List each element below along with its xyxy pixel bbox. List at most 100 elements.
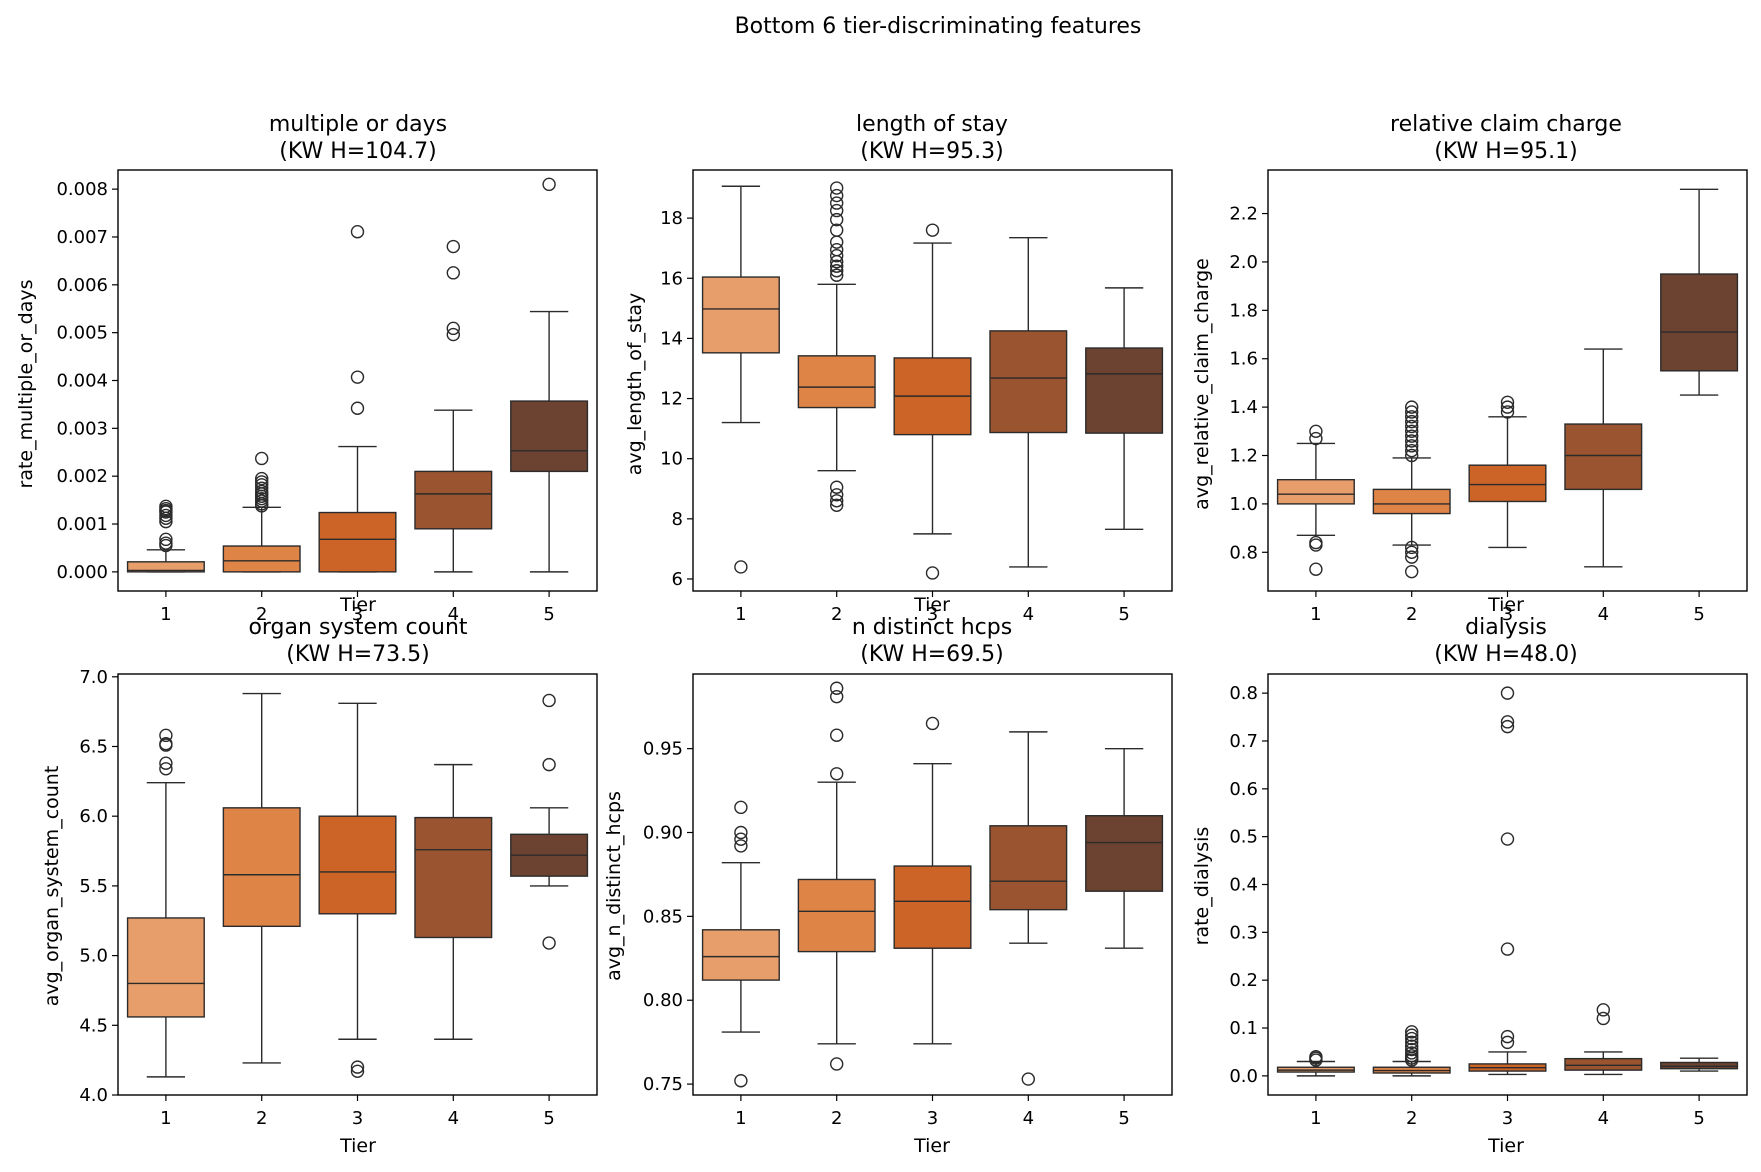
y-axis-label: avg_length_of_stay <box>624 293 646 476</box>
axes-frame <box>117 673 598 1096</box>
box-tier-1 <box>701 800 780 1088</box>
outlier-point <box>1500 405 1515 419</box>
outlier-point <box>830 498 844 512</box>
outlier-point <box>350 401 365 415</box>
x-tick-label: 3 <box>927 604 938 625</box>
outlier-point <box>830 203 844 218</box>
x-tick-label: 3 <box>352 1108 363 1129</box>
outlier-point <box>542 177 556 192</box>
iqr-box <box>797 878 876 953</box>
outlier-point <box>925 566 940 580</box>
outlier-point <box>830 480 844 494</box>
box-tier-1 <box>701 185 780 574</box>
y-tick-label: 6 <box>672 569 683 590</box>
box-tier-1 <box>126 499 205 573</box>
outlier-point <box>830 212 844 227</box>
subplot-title-line2: (KW H=104.7) <box>279 139 437 164</box>
box-tier-4 <box>414 763 493 1040</box>
iqr-box <box>318 815 397 915</box>
x-tick-label: 2 <box>1406 1108 1417 1129</box>
outlier-point <box>1500 395 1515 409</box>
y-tick-label: 2.0 <box>1229 252 1258 273</box>
y-tick-label: 0.006 <box>56 275 108 296</box>
x-tick-label: 5 <box>1693 604 1704 625</box>
iqr-box <box>1372 488 1451 515</box>
y-tick-label: 1.6 <box>1229 349 1258 370</box>
y-tick-label: 14 <box>660 328 683 349</box>
outlier-point <box>1500 686 1515 700</box>
outlier-point <box>159 508 173 523</box>
iqr-box <box>222 807 301 928</box>
outlier-point <box>1404 424 1419 439</box>
y-tick-label: 0.5 <box>1229 827 1258 848</box>
box-tier-3 <box>893 223 972 580</box>
plot-area-relative-claim-charge: 0.8 1.0 1.2 1.4 1.6 1.8 2.0 2.2 1 2 3 4 5 <box>1229 169 1748 625</box>
outlier-point <box>542 936 556 950</box>
box-tier-4 <box>989 731 1068 1086</box>
y-tick-label: 18 <box>660 208 683 229</box>
outlier-point <box>1309 535 1323 550</box>
box-tier-2 <box>222 692 301 1064</box>
y-tick-label: 5.5 <box>79 876 108 897</box>
box-tier-3 <box>1468 686 1547 1076</box>
outlier-point <box>830 681 844 695</box>
y-tick-label: 0.001 <box>56 514 108 535</box>
iqr-box <box>1276 479 1355 505</box>
box-tier-4 <box>1564 1003 1643 1076</box>
subplot-n-distinct-hcps: n distinct hcps (KW H=69.5) Tier avg_n_d… <box>603 615 1012 1157</box>
subplot-title-line1: multiple or days <box>269 112 447 137</box>
outlier-point <box>830 488 844 502</box>
outlier-point <box>159 762 173 776</box>
subplot-organ-system-count: organ system count (KW H=73.5) Tier avg_… <box>41 615 468 1157</box>
outlier-point <box>1404 439 1419 453</box>
x-tick-label: 2 <box>256 604 267 625</box>
iqr-box <box>1564 1057 1643 1071</box>
outlier-point <box>446 239 460 254</box>
iqr-box <box>797 355 876 409</box>
y-axis-label: avg_organ_system_count <box>41 766 63 1007</box>
x-tick-label: 2 <box>831 1108 842 1129</box>
outlier-point <box>542 757 556 772</box>
outlier-point <box>542 693 556 708</box>
outlier-point <box>1404 448 1419 463</box>
x-axis-label: Tier <box>339 1135 376 1157</box>
box-tier-3 <box>893 716 972 1045</box>
iqr-box <box>414 816 493 939</box>
outlier-point <box>1500 1029 1515 1044</box>
y-tick-label: 1.0 <box>1229 494 1258 515</box>
x-tick-label: 1 <box>1310 1108 1321 1129</box>
box-tier-1 <box>126 728 205 1078</box>
iqr-box <box>126 917 205 1018</box>
outlier-point <box>1404 1042 1419 1057</box>
x-tick-label: 4 <box>1598 1108 1609 1129</box>
x-tick-label: 1 <box>1310 604 1321 625</box>
box-tier-5 <box>510 177 589 573</box>
x-tick-label: 5 <box>543 604 554 625</box>
y-tick-label: 8 <box>672 509 683 530</box>
iqr-box <box>1660 273 1739 372</box>
iqr-box <box>989 825 1068 911</box>
iqr-box <box>893 865 972 949</box>
subplot-length-of-stay: length of stay (KW H=95.3) Tier avg_leng… <box>624 112 1008 616</box>
y-tick-label: 0.007 <box>56 227 108 248</box>
box-tier-2 <box>1372 1025 1451 1077</box>
x-tick-label: 4 <box>1023 1108 1034 1129</box>
outlier-point <box>830 181 844 195</box>
outlier-point <box>734 800 748 815</box>
outlier-point <box>830 196 844 210</box>
subplot-multiple-or-days: multiple or days (KW H=104.7) Tier rate_… <box>15 112 447 616</box>
x-tick-label: 3 <box>927 1108 938 1129</box>
outlier-point <box>1021 1072 1036 1086</box>
outlier-point <box>446 266 460 280</box>
subplot-title-line2: (KW H=48.0) <box>1434 642 1578 667</box>
y-tick-label: 0.1 <box>1229 1018 1258 1039</box>
outlier-point <box>830 268 844 282</box>
y-tick-label: 0.3 <box>1229 922 1258 943</box>
outlier-point <box>1404 429 1419 443</box>
y-tick-label: 1.8 <box>1229 300 1258 321</box>
subplot-relative-claim-charge: relative claim charge (KW H=95.1) Tier a… <box>1191 112 1622 616</box>
box-tier-1 <box>1276 1050 1355 1077</box>
subplot-title-line2: (KW H=73.5) <box>286 642 430 667</box>
